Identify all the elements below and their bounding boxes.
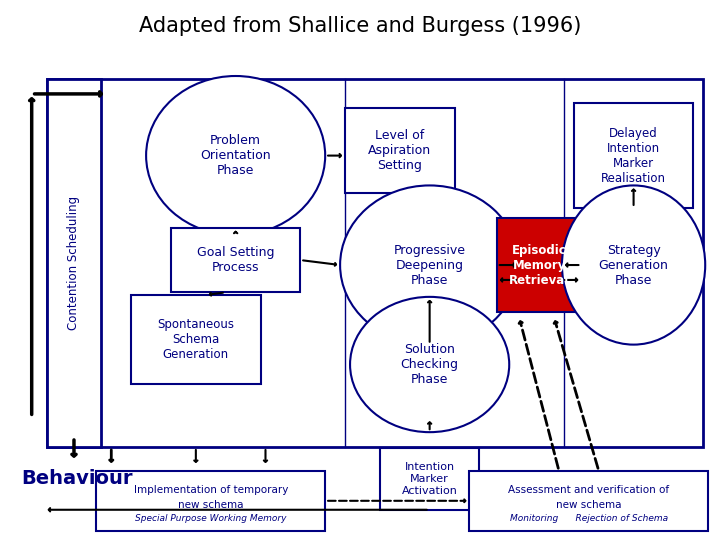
Bar — [47, 79, 102, 447]
Text: Level of
Aspiration
Setting: Level of Aspiration Setting — [368, 129, 431, 172]
Text: Progressive
Deepening
Phase: Progressive Deepening Phase — [394, 244, 466, 287]
Text: Intention
Marker
Activation: Intention Marker Activation — [402, 462, 458, 496]
Text: Contention Scheduling: Contention Scheduling — [68, 196, 81, 330]
Bar — [497, 218, 581, 312]
Text: Implementation of temporary: Implementation of temporary — [134, 485, 288, 495]
Text: Goal Setting
Process: Goal Setting Process — [197, 246, 274, 274]
Text: Adapted from Shallice and Burgess (1996): Adapted from Shallice and Burgess (1996) — [139, 16, 581, 36]
Text: new schema: new schema — [178, 500, 243, 510]
Ellipse shape — [350, 297, 509, 432]
Ellipse shape — [146, 76, 325, 235]
Bar — [574, 103, 693, 208]
Bar — [380, 448, 480, 510]
Text: new schema: new schema — [556, 500, 621, 510]
Bar — [345, 109, 454, 193]
Text: Special Purpose Working Memory: Special Purpose Working Memory — [135, 514, 287, 523]
Text: Spontaneous
Schema
Generation: Spontaneous Schema Generation — [158, 318, 234, 361]
Text: Monitoring      Rejection of Schema: Monitoring Rejection of Schema — [510, 514, 668, 523]
Bar — [171, 228, 300, 292]
Text: Episodic
Memory
Retrieval: Episodic Memory Retrieval — [509, 244, 570, 287]
Bar — [47, 79, 703, 447]
Ellipse shape — [340, 185, 519, 345]
Text: Solution
Checking
Phase: Solution Checking Phase — [400, 343, 459, 386]
Bar — [131, 295, 261, 384]
Bar — [96, 471, 325, 531]
Text: Delayed
Intention
Marker
Realisation: Delayed Intention Marker Realisation — [601, 126, 666, 185]
Text: Behaviour: Behaviour — [22, 469, 133, 488]
Text: Assessment and verification of: Assessment and verification of — [508, 485, 670, 495]
Text: Strategy
Generation
Phase: Strategy Generation Phase — [598, 244, 669, 287]
Ellipse shape — [562, 185, 705, 345]
Bar — [469, 471, 708, 531]
Text: Problem
Orientation
Phase: Problem Orientation Phase — [200, 134, 271, 177]
